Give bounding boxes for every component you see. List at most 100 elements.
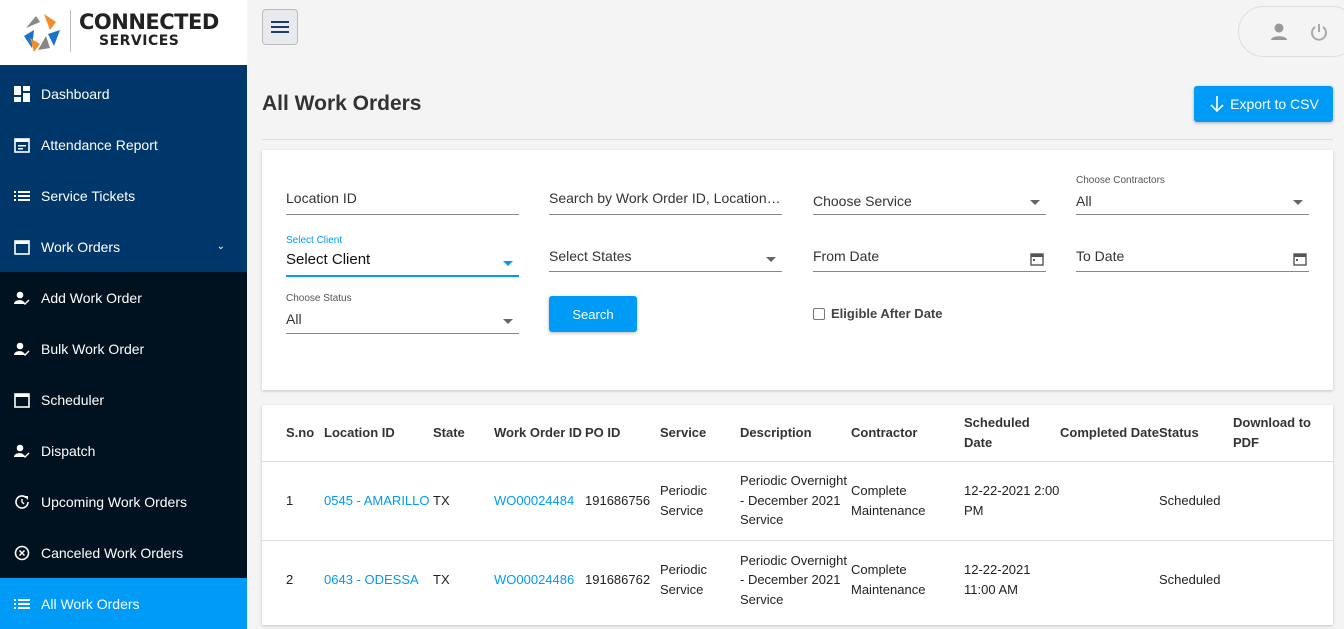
sidebar-item-label: Attendance Report (41, 136, 158, 153)
sidebar-item-label: Service Tickets (41, 187, 136, 204)
sidebar-item-label: Scheduler (41, 391, 105, 408)
eligible-after-date-checkbox[interactable]: Eligible After Date (813, 306, 942, 321)
field-label: Choose Status (286, 293, 352, 304)
sidebar-item-label: Canceled Work Orders (41, 544, 184, 561)
calendar-icon (13, 391, 31, 409)
table-cell: Complete Maintenance (851, 539, 964, 619)
sidebar-item-dispatch[interactable]: Dispatch (0, 425, 247, 476)
power-icon[interactable] (1309, 22, 1329, 42)
location-id-input[interactable]: Location ID (286, 190, 519, 215)
to-date-input[interactable]: To Date (1076, 248, 1309, 272)
table-header-row: S.no Location ID State Work Order ID PO ID Se… (262, 405, 1333, 461)
search-input[interactable]: Search by Work Order ID, Location N... (549, 190, 782, 215)
dropdown-arrow-icon[interactable] (1293, 200, 1303, 205)
field-value: Location ID (286, 190, 357, 206)
sidebar-item-label: Bulk Work Order (41, 340, 145, 357)
checkbox-icon[interactable] (813, 307, 825, 320)
list-icon (13, 187, 31, 205)
table-cell (1233, 460, 1333, 540)
column-header: Download to PDF (1233, 414, 1311, 450)
dashboard-icon (13, 85, 31, 103)
calendar-icon[interactable] (1030, 252, 1044, 266)
sidebar-item-label: Dispatch (41, 442, 96, 459)
brand-subname: SERVICES (99, 33, 180, 49)
dropdown-arrow-icon[interactable] (503, 261, 513, 266)
sidebar-nav: Dashboard Attendance Report Service Ticket… (0, 68, 247, 629)
calendar-icon (13, 238, 31, 256)
location-link[interactable]: 0545 - AMARILLO (324, 492, 430, 508)
table-cell: 12-22-2021 11:00 AM (964, 539, 1060, 619)
column-header: State (433, 424, 465, 440)
sidebar: CONNECTED SERVICES Dashboard Attendance R… (0, 0, 247, 629)
column-header: Contractor (851, 424, 918, 440)
contractors-select[interactable]: Choose Contractors All (1076, 175, 1309, 215)
calendar-icon[interactable] (1293, 252, 1307, 266)
table-cell: 1 (262, 460, 324, 540)
table-cell: Periodic Service (660, 460, 740, 540)
menu-toggle-button[interactable] (262, 9, 298, 45)
calendar-note-icon (13, 136, 31, 154)
field-value: Select Client (286, 251, 371, 268)
brand-logo[interactable]: CONNECTED SERVICES (0, 0, 247, 68)
location-link[interactable]: 0643 - ODESSA (324, 572, 419, 587)
status-select[interactable]: Choose Status All (286, 293, 519, 334)
column-header: Service (660, 424, 707, 440)
table-cell: Scheduled (1159, 460, 1233, 540)
work-order-link[interactable]: WO00024486 (494, 572, 575, 587)
column-header: Work Order ID (494, 424, 582, 440)
table-cell: Complete Maintenance (851, 460, 964, 540)
clock-refresh-icon (13, 493, 31, 511)
sidebar-item-bulk-work-order[interactable]: Bulk Work Order (0, 323, 247, 374)
field-value: Search by Work Order ID, Location N... (549, 190, 782, 206)
chevron-down-icon[interactable]: ⌄ (216, 241, 225, 252)
sidebar-item-scheduler[interactable]: Scheduler (0, 374, 247, 425)
work-orders-table-card: S.no Location ID State Work Order ID PO ID Se… (262, 405, 1333, 625)
search-button[interactable]: Search (549, 296, 637, 332)
sidebar-item-label: All Work Orders (41, 595, 140, 612)
dropdown-arrow-icon[interactable] (1030, 200, 1040, 205)
table-cell (1060, 460, 1159, 540)
sidebar-item-service-tickets[interactable]: Service Tickets (0, 170, 247, 221)
table-cell: Scheduled (1159, 539, 1233, 619)
sidebar-item-label: Dashboard (41, 85, 110, 102)
table-cell: WO00024484 (494, 460, 585, 540)
sidebar-item-all-work-orders[interactable]: All Work Orders (0, 578, 247, 629)
sidebar-item-dashboard[interactable]: Dashboard (0, 68, 247, 119)
sidebar-item-work-orders[interactable]: Work Orders ⌄ (0, 221, 247, 272)
sidebar-item-canceled-work-orders[interactable]: Canceled Work Orders (0, 527, 247, 578)
field-label: Choose Contractors (1076, 175, 1165, 186)
sidebar-item-attendance-report[interactable]: Attendance Report (0, 119, 247, 170)
column-header: Completed Date (1060, 424, 1159, 440)
hamburger-icon (271, 21, 289, 33)
table-row: 2 0643 - ODESSA TX WO00024486 191686762 Perio… (262, 539, 1333, 619)
client-select[interactable]: Select Client Select Client (286, 235, 519, 277)
table-cell: Periodic Service (660, 539, 740, 619)
field-label: Select Client (286, 235, 343, 246)
sidebar-item-label: Upcoming Work Orders (41, 493, 188, 510)
work-orders-table: S.no Location ID State Work Order ID PO ID Se… (262, 405, 1333, 619)
person-check-icon (13, 340, 31, 358)
table-cell: 0643 - ODESSA (324, 539, 433, 619)
table-cell: Periodic Overnight - December 2021 Servi… (740, 460, 851, 540)
sidebar-item-label: Add Work Order (41, 289, 142, 306)
logo-mark-icon (24, 14, 60, 52)
dropdown-arrow-icon[interactable] (503, 319, 513, 324)
column-header: Status (1159, 424, 1199, 440)
service-select[interactable]: Choose Service (813, 193, 1046, 215)
column-header: Scheduled Date (964, 414, 1030, 450)
column-header: PO ID (585, 424, 621, 440)
field-value: Select States (549, 248, 632, 264)
arrow-down-icon (1210, 96, 1224, 113)
from-date-input[interactable]: From Date (813, 248, 1046, 272)
sidebar-item-add-work-order[interactable]: Add Work Order (0, 272, 247, 323)
table-cell: WO00024486 (494, 539, 585, 619)
table-cell (1233, 539, 1333, 619)
table-cell: 2 (262, 539, 324, 619)
export-csv-button[interactable]: Export to CSV (1194, 86, 1333, 122)
table-cell: 0545 - AMARILLO (324, 460, 433, 540)
dropdown-arrow-icon[interactable] (766, 257, 776, 262)
work-order-link[interactable]: WO00024484 (494, 492, 575, 508)
sidebar-item-upcoming-work-orders[interactable]: Upcoming Work Orders (0, 476, 247, 527)
user-icon[interactable] (1269, 22, 1289, 42)
states-select[interactable]: Select States (549, 248, 782, 272)
